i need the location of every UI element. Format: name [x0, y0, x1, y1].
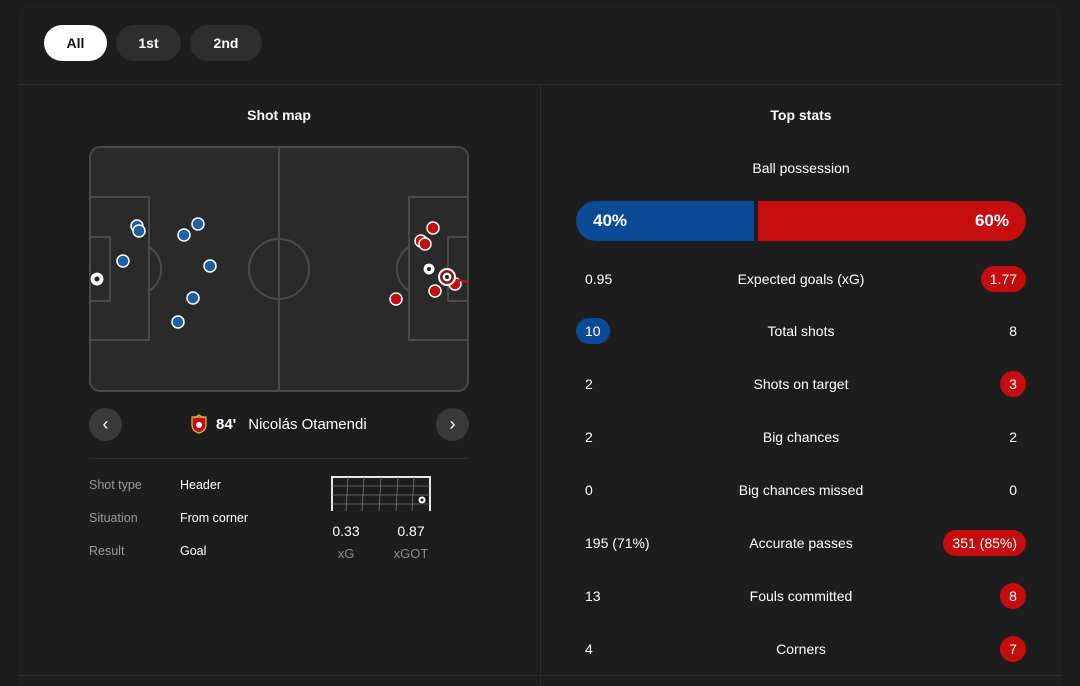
shot-marker [132, 224, 146, 238]
stat-home-value: 4 [585, 641, 593, 657]
shot-marker [389, 292, 403, 306]
shot-map-title: Shot map [247, 107, 311, 123]
stat-away-value: 3 [1000, 371, 1026, 397]
stat-row: Fouls committed 13 8 [576, 583, 1026, 609]
possession-bar: 40% 60% [576, 201, 1026, 241]
xgot-label: xGOT [393, 546, 429, 561]
shot-marker [177, 228, 191, 242]
stat-label: Big chances [762, 429, 840, 445]
shot-marker [116, 254, 130, 268]
stat-row: Accurate passes 195 (71%) 351 (85%) [576, 530, 1026, 556]
shot-player-name: Nicolás Otamendi [248, 415, 367, 433]
match-stats-card: All 1st 2nd Shot map [18, 2, 1062, 686]
previous-shot-button[interactable]: ‹ [89, 408, 122, 441]
shot-marker [171, 315, 185, 329]
shot-marker [418, 237, 432, 251]
shot-type-value: Header [180, 478, 221, 492]
situation-value: From corner [180, 511, 249, 525]
possession-home: 40% [576, 201, 754, 241]
header-divider [18, 84, 1062, 85]
column-divider [540, 85, 541, 686]
stat-home-value: 0.95 [585, 271, 613, 287]
stat-label: Corners [776, 641, 826, 657]
shot-type-label: Shot type [89, 478, 142, 492]
stat-away-value: 1.77 [980, 266, 1026, 292]
stat-row: Corners 4 7 [576, 636, 1026, 662]
stat-row: Total shots 10 8 [576, 318, 1026, 344]
next-shot-button[interactable]: › [436, 408, 469, 441]
possession-away: 60% [758, 201, 1026, 241]
shot-marker [186, 291, 200, 305]
stat-label: Total shots [767, 323, 835, 339]
shot-marker [426, 221, 440, 235]
stat-away-value: 0 [1009, 482, 1017, 498]
shot-marker [203, 259, 217, 273]
stat-home-value: 0 [585, 482, 593, 498]
stat-home-value: 195 (71%) [585, 535, 650, 551]
chevron-right-icon: › [449, 414, 456, 434]
stat-away-value: 8 [1000, 583, 1026, 609]
stat-home-value: 10 [576, 318, 610, 344]
stat-home-value: 2 [585, 429, 593, 445]
shot-marker [428, 284, 442, 298]
stat-row: Expected goals (xG) 0.95 1.77 [576, 266, 1026, 292]
xgot-value: 0.87 [397, 523, 425, 539]
bottom-divider [18, 675, 1062, 676]
xg-label: xG [337, 546, 355, 561]
home-shots [89, 217, 217, 329]
stat-away-value: 351 (85%) [943, 530, 1026, 556]
selected-shot-info: 84' Nicolás Otamendi [190, 414, 367, 434]
shot-marker [191, 217, 205, 231]
situation-label: Situation [89, 511, 138, 525]
stat-label: Accurate passes [749, 535, 853, 551]
stat-label: Shots on target [753, 376, 849, 392]
stat-away-value: 7 [1000, 636, 1026, 662]
goal-frame-icon [331, 476, 431, 512]
stat-home-value: 13 [585, 588, 601, 604]
period-tabs: All 1st 2nd [44, 25, 262, 61]
result-value: Goal [180, 544, 207, 558]
top-stats-title: Top stats [770, 107, 832, 123]
tab-1st-half[interactable]: 1st [116, 25, 181, 61]
possession-label: Ball possession [752, 160, 850, 176]
away-shots [389, 221, 469, 306]
tab-all[interactable]: All [44, 25, 107, 61]
shot-minute: 84' [216, 415, 237, 433]
stat-row: Shots on target 2 3 [576, 371, 1026, 397]
chevron-left-icon: ‹ [102, 414, 109, 434]
stat-home-value: 2 [585, 376, 593, 392]
stat-label: Fouls committed [749, 588, 853, 604]
xg-value: 0.33 [332, 523, 360, 539]
stat-away-value: 8 [1009, 323, 1017, 339]
result-label: Result [89, 544, 125, 558]
tab-2nd-half[interactable]: 2nd [190, 25, 262, 61]
shot-map-pitch[interactable] [89, 146, 469, 392]
stat-label: Big chances missed [738, 482, 864, 498]
team-crest-icon [191, 414, 207, 434]
stat-row: Big chances 2 2 [576, 424, 1026, 450]
stat-away-value: 2 [1009, 429, 1017, 445]
shot-details-divider [89, 458, 469, 459]
stat-label: Expected goals (xG) [737, 271, 865, 287]
stat-row: Big chances missed 0 0 [576, 477, 1026, 503]
